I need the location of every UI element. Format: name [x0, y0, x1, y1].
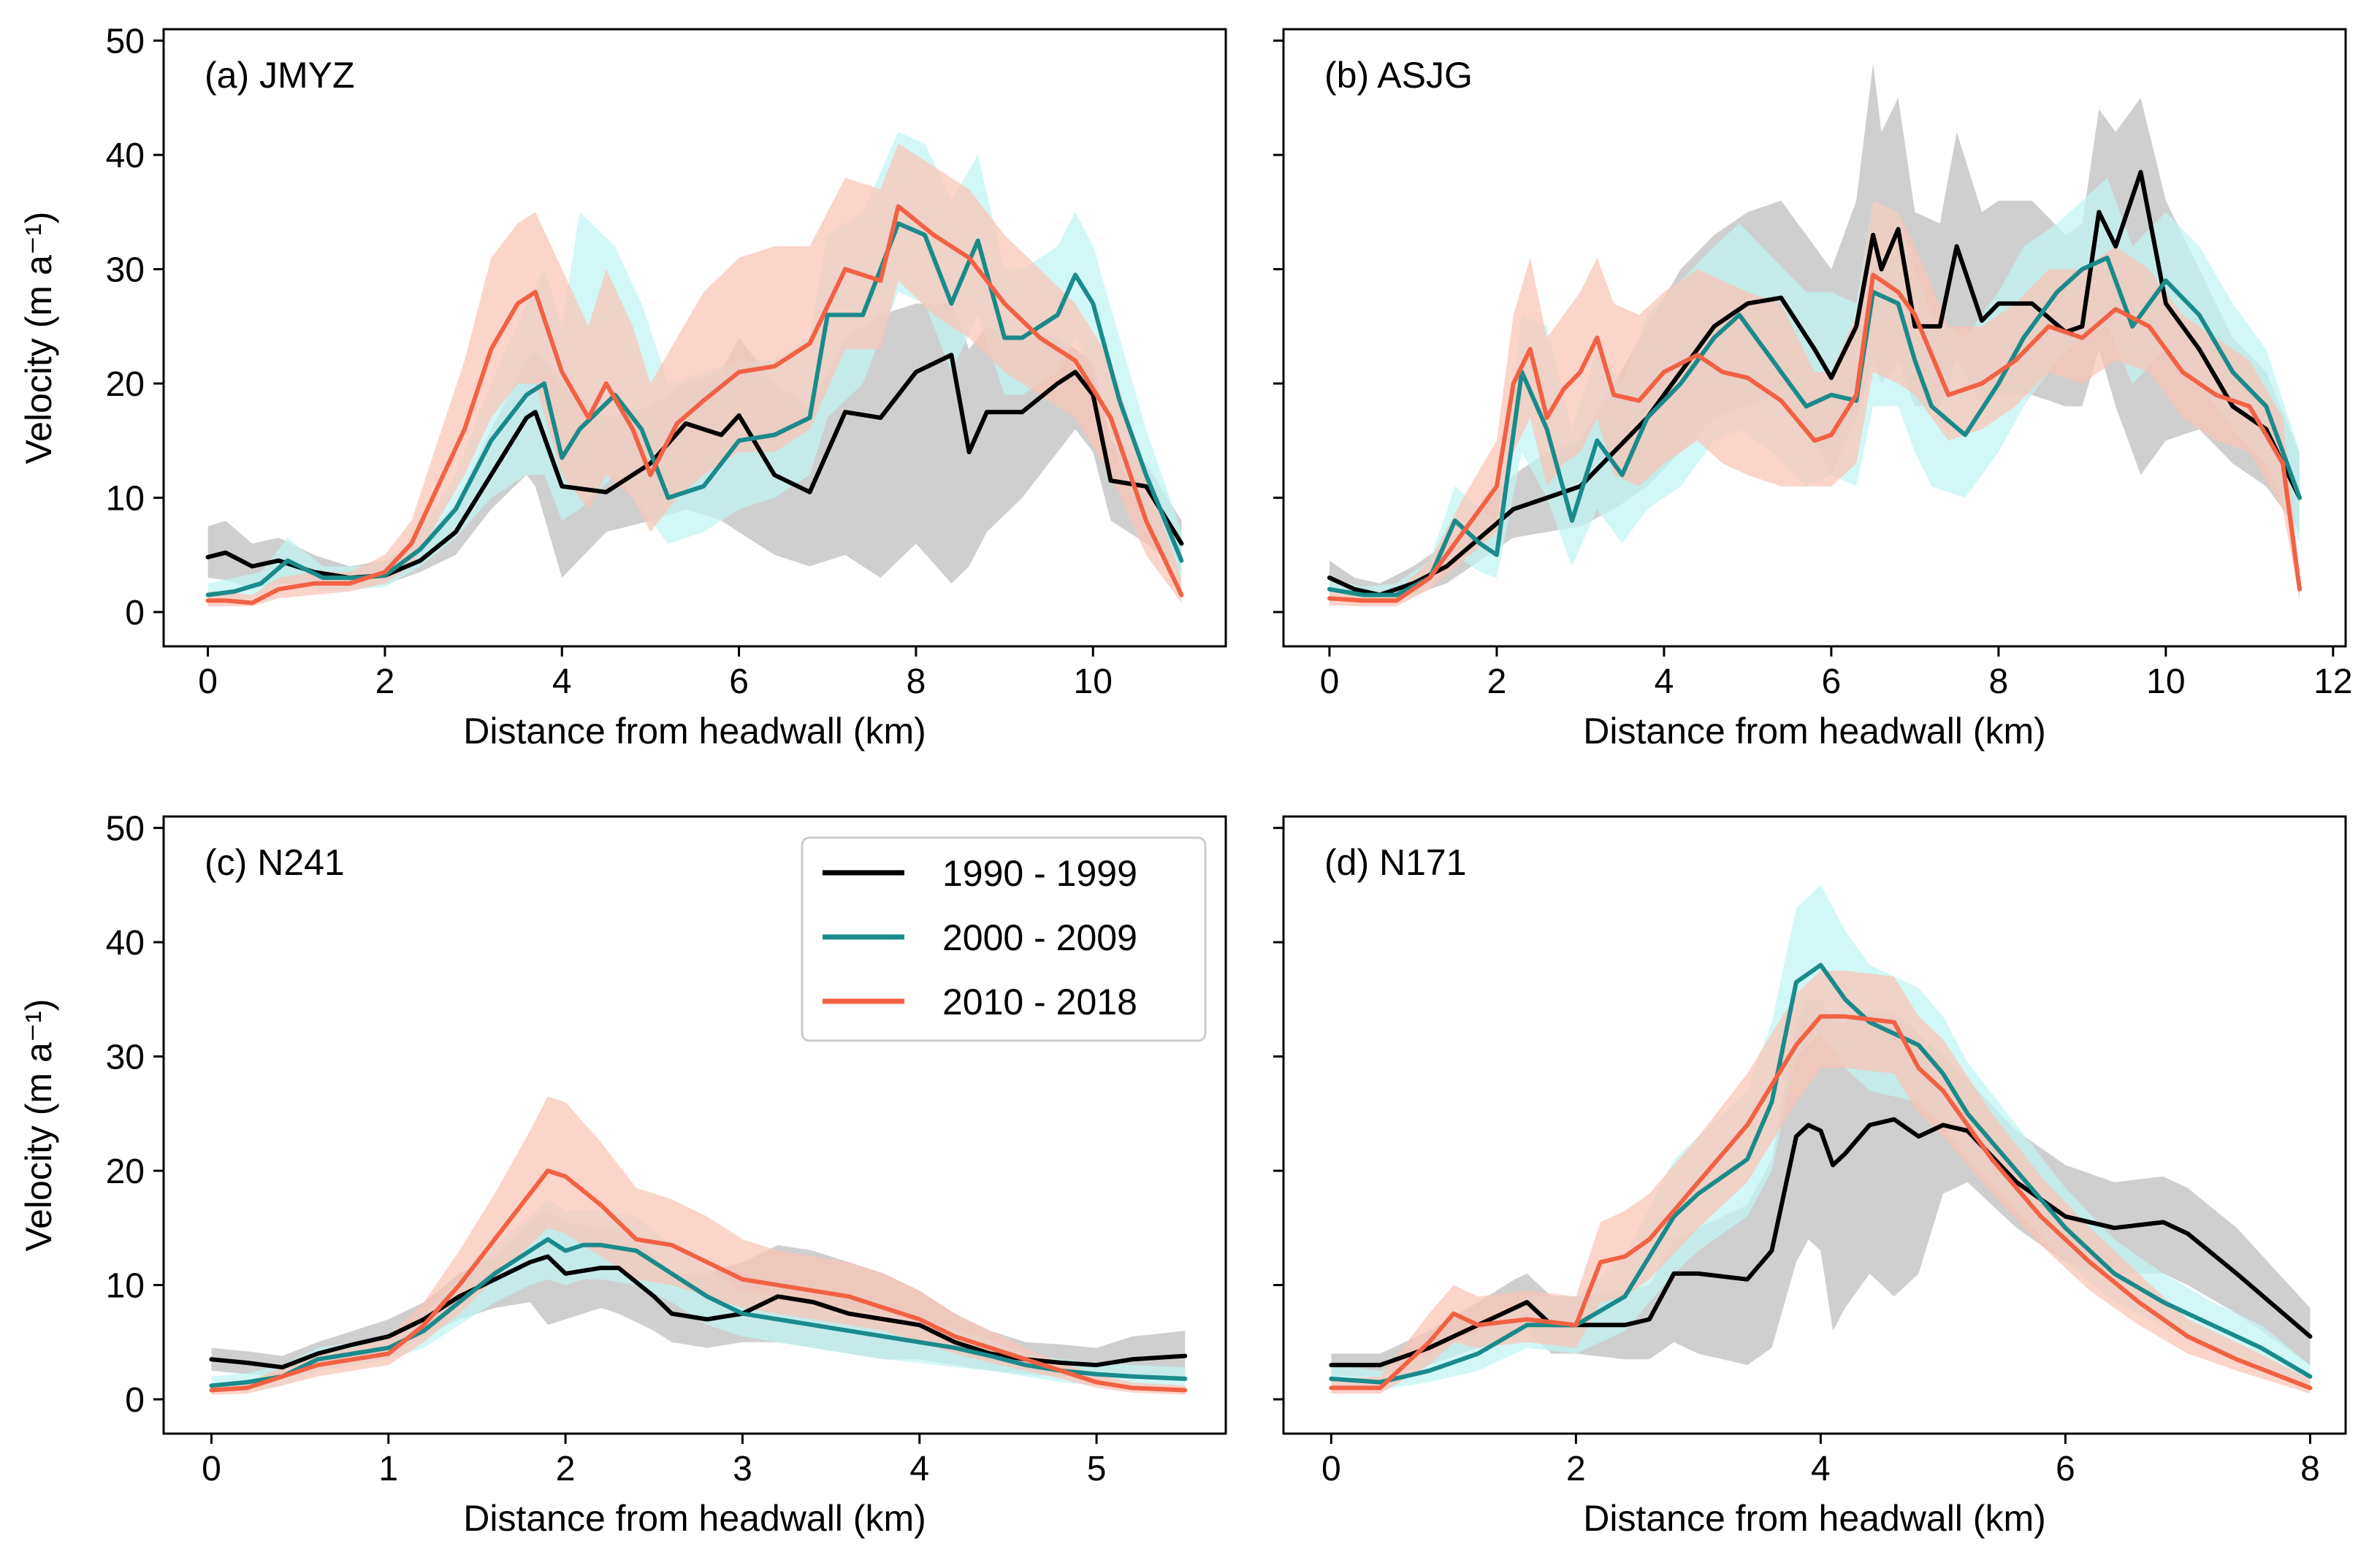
- band-2010-2018: [207, 143, 1182, 607]
- plot-area: [1327, 63, 2302, 607]
- x-tick-label: 12: [2313, 662, 2352, 701]
- series-line-2010-2018: [1327, 272, 2302, 603]
- panel-1: 0 2 4 6 8 10 0 10 20 30 40 50 (a) JMYZ Distance from …: [18, 23, 1227, 752]
- legend-label: 2000 - 2009: [942, 917, 1137, 958]
- x-tick-label: 2: [1566, 1450, 1586, 1488]
- x-tick-label: 3: [733, 1450, 752, 1488]
- series-line-1990-1999: [1329, 1117, 2313, 1368]
- y-tick-label: 0: [125, 594, 145, 632]
- plot-area: [209, 1096, 1188, 1395]
- x-tick-label: 0: [1321, 1450, 1341, 1488]
- x-tick-label: 2: [1487, 662, 1507, 701]
- x-tick-label: 4: [1811, 1450, 1831, 1488]
- plot-frame: [162, 815, 1227, 1435]
- y-axis-label: Velocity (m a⁻¹): [18, 999, 59, 1252]
- band-2010-2018: [1331, 971, 2311, 1394]
- panel-title: (b) ASJG: [1324, 55, 1473, 96]
- x-tick-label: 4: [909, 1450, 929, 1488]
- x-tick-label: 10: [1074, 662, 1113, 701]
- plot-frame: [162, 28, 1227, 648]
- x-axis-label: Distance from headwall (km): [463, 711, 926, 752]
- x-tick-label: 8: [907, 662, 926, 701]
- y-tick-label: 50: [106, 23, 145, 61]
- x-tick-label: 0: [198, 662, 218, 701]
- plot-frame: [1282, 815, 2347, 1435]
- y-tick-label: 40: [106, 137, 145, 175]
- series-line-1990-1999: [1327, 169, 2302, 597]
- plot-area: [205, 131, 1184, 607]
- legend-box: [801, 836, 1207, 1042]
- panel-title: (c) N241: [205, 842, 345, 883]
- series-line-2000-2009: [209, 1237, 1188, 1388]
- x-tick-label: 8: [2300, 1450, 2320, 1488]
- panel-2: 0 2 4 6 8 10 12 (b) ASJG Distance from headwall …: [1273, 28, 2353, 752]
- x-tick-label: 0: [202, 1450, 221, 1488]
- plot-area: [1329, 884, 2313, 1394]
- y-tick-label: 50: [106, 810, 145, 849]
- x-tick-label: 5: [1087, 1450, 1107, 1488]
- x-tick-label: 10: [2146, 662, 2185, 701]
- x-axis-label: Distance from headwall (km): [1583, 1498, 2046, 1539]
- x-axis-label: Distance from headwall (km): [463, 1498, 926, 1539]
- x-tick-label: 6: [1822, 662, 1842, 701]
- y-tick-label: 0: [125, 1381, 145, 1420]
- band-1990-1999: [1331, 999, 2311, 1377]
- x-tick-label: 6: [729, 662, 749, 701]
- y-tick-label: 30: [106, 1039, 145, 1077]
- y-tick-label: 20: [106, 1152, 145, 1191]
- legend-label: 2010 - 2018: [942, 982, 1137, 1022]
- x-tick-label: 2: [375, 662, 395, 701]
- y-axis-label: Velocity (m a⁻¹): [18, 212, 59, 464]
- series-line-1990-1999: [209, 1254, 1188, 1370]
- legend: 1990 - 1999 2000 - 2009 2010 - 2018: [801, 836, 1207, 1042]
- series-line-2010-2018: [205, 204, 1184, 605]
- series-line-2000-2009: [1329, 963, 2313, 1385]
- y-tick-label: 10: [106, 1267, 145, 1306]
- panel-title: (a) JMYZ: [205, 55, 355, 96]
- y-tick-label: 20: [106, 365, 145, 404]
- plot-frame: [1282, 28, 2347, 648]
- panel-title: (d) N171: [1324, 842, 1467, 883]
- y-tick-label: 30: [106, 251, 145, 290]
- y-tick-label: 10: [106, 480, 145, 519]
- x-tick-label: 4: [552, 662, 572, 701]
- series-line-2000-2009: [1327, 256, 2302, 597]
- series-line-2010-2018: [209, 1169, 1188, 1393]
- band-2010-2018: [211, 1096, 1186, 1395]
- series-line-2010-2018: [1329, 1014, 2313, 1391]
- x-tick-label: 6: [2056, 1450, 2075, 1488]
- x-axis-label: Distance from headwall (km): [1583, 711, 2046, 752]
- legend-label: 1990 - 1999: [942, 853, 1137, 894]
- x-tick-label: 4: [1655, 662, 1674, 701]
- x-tick-label: 1: [378, 1450, 398, 1488]
- x-tick-label: 8: [1989, 662, 2009, 701]
- x-tick-label: 0: [1320, 662, 1340, 701]
- y-tick-label: 40: [106, 924, 145, 963]
- x-tick-label: 2: [556, 1450, 576, 1488]
- panel-4: 0 2 4 6 8 (d) N171 Distance from headwall (km): [1273, 815, 2347, 1539]
